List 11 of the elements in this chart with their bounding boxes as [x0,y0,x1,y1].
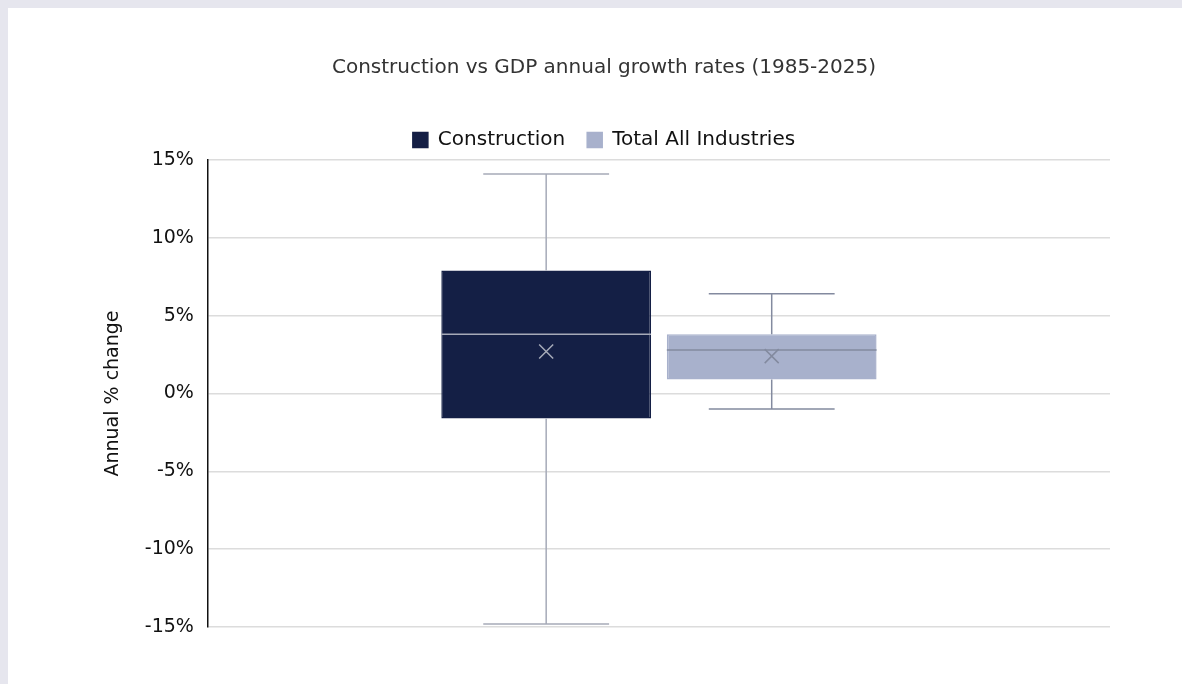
y-tick-label: 10% [151,224,194,247]
legend-label: Total All Industries [611,126,796,151]
y-tick-label: 5% [163,302,194,325]
y-tick-label: -5% [156,458,194,481]
legend-label: Construction [437,126,566,151]
y-tick-label: -15% [144,613,194,636]
y-axis-title: Annual % change [100,310,123,477]
y-tick-label: -10% [144,536,194,559]
y-tick-label: 15% [151,146,194,169]
chart-title: Construction vs GDP annual growth rates (1985-2025) [331,54,877,79]
y-tick-label: 0% [163,380,194,403]
